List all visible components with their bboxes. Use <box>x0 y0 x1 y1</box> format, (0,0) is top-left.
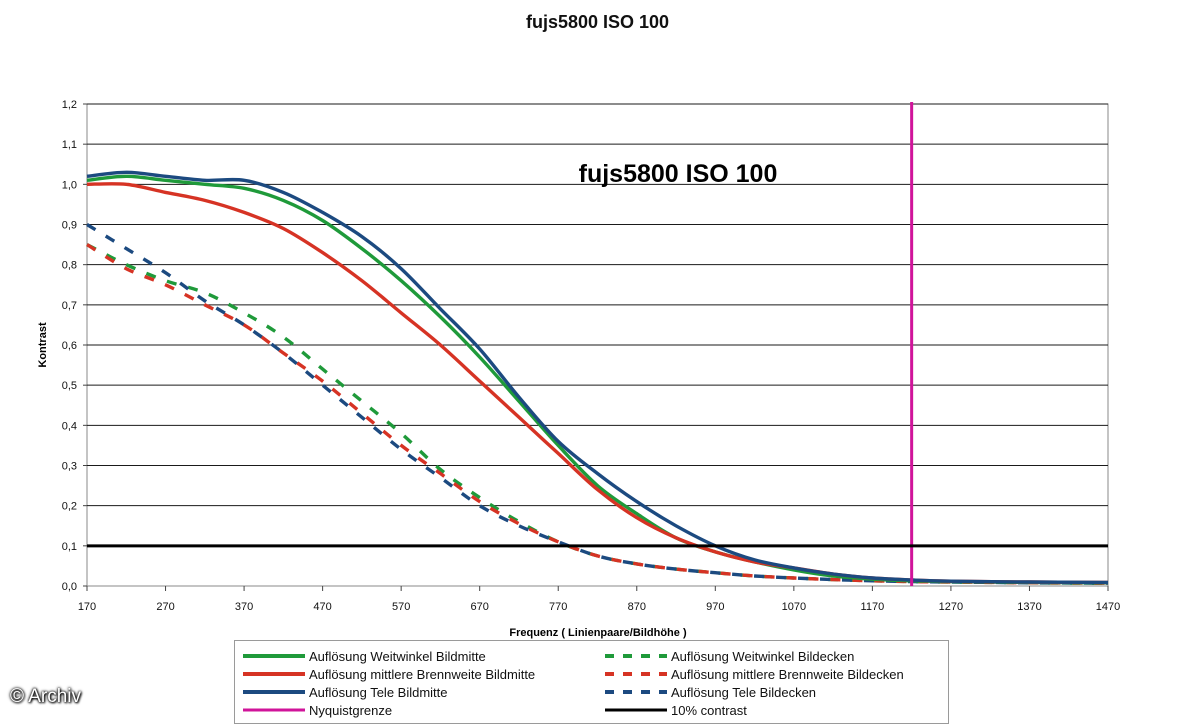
legend-label: Auflösung Tele Bildmitte <box>309 684 448 700</box>
x-tick-label: 370 <box>235 601 253 613</box>
legend-swatch <box>605 654 667 658</box>
y-tick-label: 1,2 <box>62 99 77 111</box>
x-tick-label: 670 <box>471 601 489 613</box>
chart-legend: Auflösung Weitwinkel Bildmitte Auflösung… <box>234 640 949 724</box>
legend-label: Auflösung mittlere Brennweite Bildecken <box>671 666 904 682</box>
y-tick-label: 0,8 <box>62 260 77 272</box>
y-tick-label: 0,9 <box>62 220 77 232</box>
y-tick-label: 0,2 <box>62 501 77 513</box>
legend-swatch <box>243 690 305 694</box>
legend-label: Auflösung Weitwinkel Bildmitte <box>309 648 486 664</box>
y-tick-label: 0,4 <box>62 420 77 432</box>
series-line-4 <box>86 243 1109 585</box>
legend-item-10pct-contrast: 10% contrast <box>605 701 747 719</box>
x-tick-label: 1170 <box>861 601 885 613</box>
y-tick-label: 0,5 <box>62 380 77 392</box>
legend-label: Nyquistgrenze <box>309 702 393 718</box>
legend-swatch <box>605 708 667 712</box>
series-line-5 <box>86 223 1109 585</box>
x-tick-label: 270 <box>156 601 174 613</box>
y-tick-label: 0,7 <box>62 300 77 312</box>
y-tick-label: 0,3 <box>62 461 77 473</box>
legend-item-tele-bildmitte: Auflösung Tele Bildmitte <box>243 683 448 701</box>
x-tick-label: 170 <box>78 601 96 613</box>
legend-label: 10% contrast <box>671 702 747 718</box>
x-tick-label: 1470 <box>1096 601 1120 613</box>
x-tick-label: 1370 <box>1017 601 1041 613</box>
legend-item-tele-bildecken: Auflösung Tele Bildecken <box>605 683 816 701</box>
series-line-2 <box>86 170 1109 585</box>
legend-swatch <box>243 672 305 676</box>
series-line-1 <box>86 182 1109 585</box>
x-tick-label: 1270 <box>939 601 963 613</box>
series-line-0 <box>86 174 1109 585</box>
inner-chart-title: fujs5800 ISO 100 <box>579 160 778 188</box>
legend-label: Auflösung Tele Bildecken <box>671 684 817 700</box>
y-tick-label: 1,0 <box>62 179 77 191</box>
chart-title: fujs5800 ISO 100 <box>525 12 670 32</box>
legend-swatch <box>605 672 667 676</box>
x-tick-label: 770 <box>549 601 567 613</box>
y-axis-label: Kontrast <box>37 322 49 368</box>
legend-item-weitwinkel-bildmitte: Auflösung Weitwinkel Bildmitte <box>243 647 486 665</box>
legend-label: Auflösung mittlere Brennweite Bildmitte <box>309 666 536 682</box>
x-tick-label: 970 <box>706 601 724 613</box>
y-tick-label: 0,1 <box>62 541 77 553</box>
legend-item-mittlere-bildmitte: Auflösung mittlere Brennweite Bildmitte <box>243 665 535 683</box>
y-tick-label: 0,0 <box>62 581 77 593</box>
legend-swatch <box>243 708 305 712</box>
series-line-3 <box>86 243 1109 585</box>
y-tick-label: 0,6 <box>62 340 77 352</box>
legend-item-nyquistgrenze: Nyquistgrenze <box>243 701 392 719</box>
chart-plot: 0,0 0,1 0,2 0,3 0,4 0,5 0,6 0,7 0,8 0,9 1,0 1,1 1,2 1… <box>37 99 1120 639</box>
legend-item-mittlere-bildecken: Auflösung mittlere Brennweite Bildecken <box>605 665 904 683</box>
x-tick-label: 470 <box>313 601 331 613</box>
x-tick-label: 570 <box>392 601 410 613</box>
legend-item-weitwinkel-bildecken: Auflösung Weitwinkel Bildecken <box>605 647 854 665</box>
y-tick-label: 1,1 <box>62 139 77 151</box>
x-axis-label: Frequenz ( Linienpaare/Bildhöhe ) <box>509 627 687 639</box>
legend-swatch <box>243 654 305 658</box>
copyright-watermark: © Archiv <box>10 686 82 707</box>
x-tick-label: 870 <box>628 601 646 613</box>
legend-swatch <box>605 690 667 694</box>
x-tick-label: 1070 <box>782 601 806 613</box>
legend-label: Auflösung Weitwinkel Bildecken <box>671 648 855 664</box>
